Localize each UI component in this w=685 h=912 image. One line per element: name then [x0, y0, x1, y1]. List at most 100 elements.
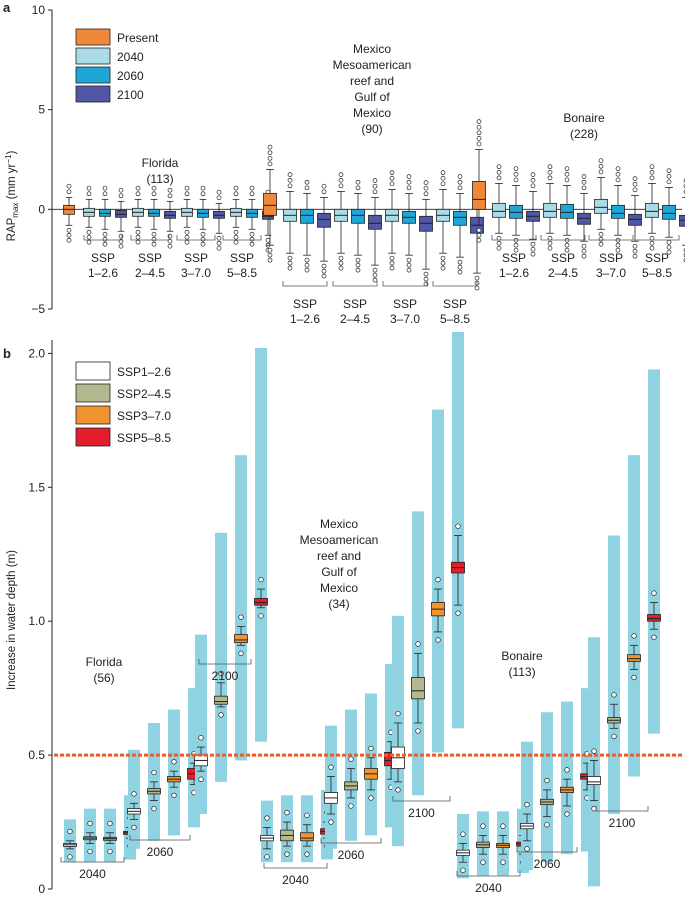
outlier-point: [666, 244, 672, 250]
depth-box: [364, 693, 378, 836]
region-label-mexico-line: Mexico: [320, 517, 358, 531]
ssp-label: SSP: [599, 251, 623, 265]
outlier-point: [135, 185, 141, 191]
outlier-point: [184, 229, 190, 235]
outlier-point: [547, 164, 553, 170]
outlier-point: [480, 823, 486, 829]
outlier-point: [389, 260, 395, 266]
outlier-point: [649, 240, 655, 246]
outlier-point: [287, 172, 293, 177]
outlier-point: [423, 185, 429, 191]
region-label-florida-line: Florida: [86, 655, 123, 669]
outlier-point: [513, 171, 519, 177]
ssp-label: SSP: [443, 297, 467, 311]
depth-box: [496, 811, 510, 876]
outlier-point: [167, 193, 173, 199]
ssp-box-2040: [230, 185, 242, 245]
outlier-point: [530, 183, 536, 189]
outlier-point: [611, 692, 617, 698]
depth-box: [560, 701, 574, 855]
outlier-point: [611, 733, 617, 740]
outlier-point: [476, 237, 482, 243]
outlier-point: [649, 169, 655, 175]
year-label: 2060: [147, 845, 174, 859]
depth-box: [103, 808, 117, 863]
box: [300, 208, 314, 224]
outlier-point: [666, 173, 672, 179]
outlier-point: [476, 141, 482, 147]
ssp-box-2060: [246, 185, 258, 247]
outlier-point: [321, 273, 327, 279]
outlier-point: [233, 229, 239, 235]
outlier-point: [249, 241, 255, 247]
ssp-box-2060: [351, 179, 365, 273]
year-label: 2100: [212, 669, 239, 683]
legend-swatch: [75, 66, 111, 84]
region-label-mexico-line: Mesoamerican: [300, 533, 379, 547]
outlier-point: [287, 177, 293, 183]
outlier-point: [107, 848, 113, 855]
outlier-point: [406, 185, 412, 191]
outlier-point: [547, 240, 553, 246]
outlier-point: [666, 168, 672, 174]
ssp-box-2040: [594, 158, 608, 247]
outlier-point: [264, 854, 270, 860]
region-label-bonaire-line: (228): [570, 127, 598, 141]
outlier-point: [321, 268, 327, 274]
ssp-bracket: [432, 281, 478, 287]
depth-box: [476, 811, 490, 876]
outlier-point: [200, 231, 206, 237]
outlier-point: [267, 252, 273, 258]
legend-label: 2100: [117, 88, 144, 102]
ssp-box-2100: [317, 183, 331, 279]
outlier-point: [86, 229, 92, 235]
outlier-point: [455, 523, 461, 529]
outlier-point: [372, 178, 378, 183]
panel-b-y-tick-label: 1.0: [28, 614, 45, 628]
range-bar: [628, 455, 640, 777]
outlier-point: [591, 748, 597, 754]
legend-label: SSP1–2.6: [117, 365, 171, 379]
range-bar: [541, 712, 553, 863]
region-label-mexico-line: Mexico: [353, 42, 391, 56]
outlier-point: [513, 247, 519, 253]
outlier-point: [440, 175, 446, 181]
ssp-box-2100: [628, 176, 642, 259]
outlier-point: [457, 179, 463, 185]
outlier-point: [372, 272, 378, 278]
ssp-label: 5–8.5: [642, 266, 672, 280]
ssp-bracket: [588, 235, 634, 241]
region-label-mexico-line: Mexico: [353, 106, 391, 120]
outlier-point: [66, 227, 72, 233]
box: [594, 198, 608, 214]
region-label-bonaire-line: Bonaire: [563, 111, 605, 125]
outlier-point: [564, 171, 570, 177]
outlier-point: [406, 262, 412, 268]
outlier-point: [666, 179, 672, 185]
legend-swatch: [75, 47, 111, 65]
outlier-point: [581, 253, 587, 259]
outlier-point: [395, 710, 401, 717]
ssp-box-2060: [99, 185, 111, 247]
outlier-point: [66, 189, 72, 195]
outlier-point: [632, 187, 638, 193]
outlier-point: [389, 265, 395, 271]
outlier-point: [218, 670, 224, 677]
outlier-point: [267, 144, 273, 150]
year-bracket: [595, 806, 649, 812]
region-label-mexico-line: Mesoamerican: [333, 58, 412, 72]
outlier-point: [496, 164, 502, 170]
region-label-mexico-line: Gulf of: [354, 90, 390, 104]
legend-label: SSP5–8.5: [117, 431, 171, 445]
outlier-point: [666, 249, 672, 255]
outlier-point: [102, 185, 108, 191]
outlier-point: [107, 820, 113, 827]
outlier-point: [267, 150, 273, 156]
outlier-point: [284, 851, 290, 857]
ssp-box-2040: [645, 164, 659, 251]
ssp-label: SSP: [230, 251, 254, 265]
depth-box: [147, 722, 161, 841]
outlier-point: [304, 812, 310, 819]
box: [560, 203, 574, 219]
outlier-point: [423, 271, 429, 277]
